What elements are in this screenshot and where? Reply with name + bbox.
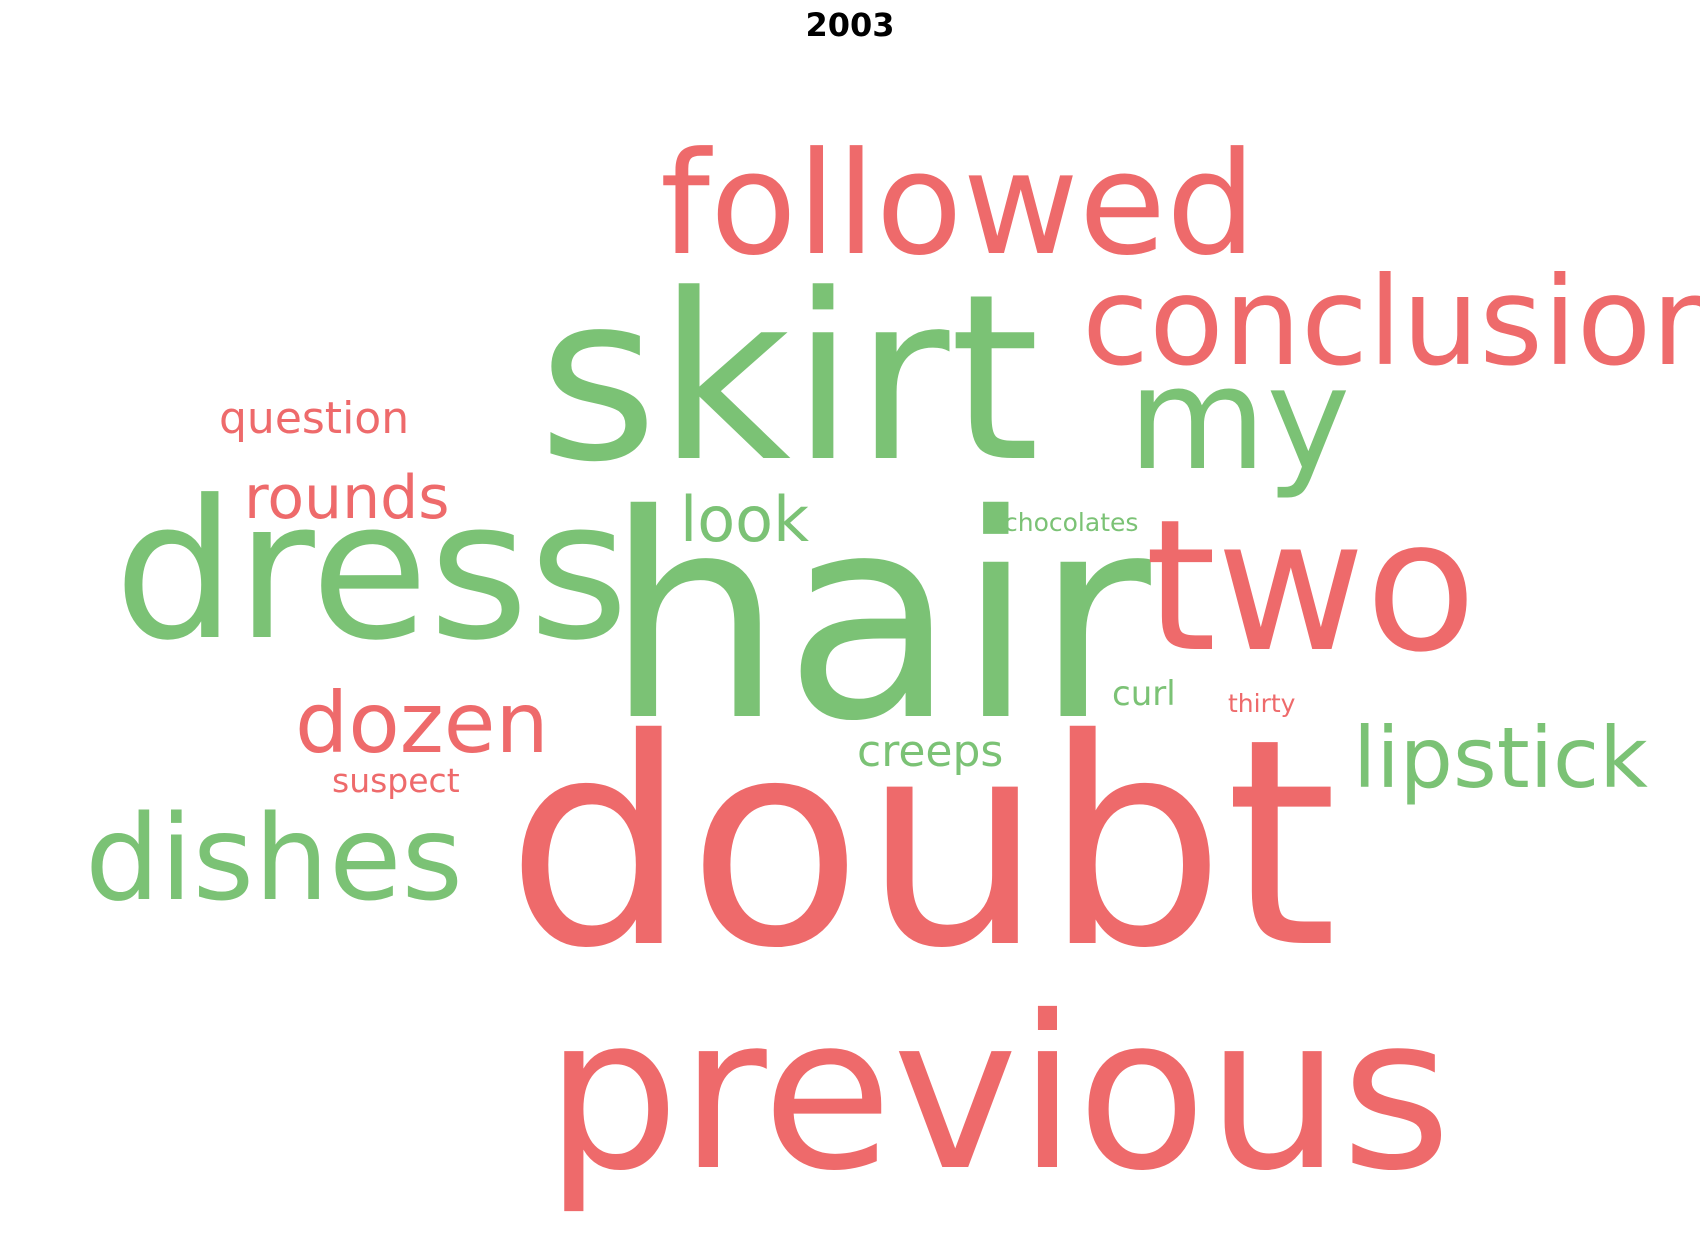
word-suspect: suspect [332, 761, 460, 800]
word-creeps: creeps [857, 726, 1003, 777]
word-hair: hair [605, 454, 1154, 783]
word-question: question [219, 393, 409, 444]
word-dishes: dishes [85, 789, 463, 927]
word-followed: followed [660, 122, 1256, 287]
word-two: two [1145, 480, 1477, 692]
word-chocolates: chocolates [1004, 508, 1138, 537]
word-conclusion: conclusion [1082, 251, 1700, 393]
word-look: look [680, 483, 809, 556]
word-doubt: doubt [506, 679, 1337, 1011]
word-lipstick: lipstick [1353, 709, 1648, 807]
word-previous: previous [545, 970, 1451, 1217]
word-skirt: skirt [538, 246, 1040, 513]
word-rounds: rounds [244, 463, 449, 533]
word-dress: dress [114, 460, 629, 683]
word-curl: curl [1112, 674, 1176, 714]
word-thirty: thirty [1228, 689, 1296, 718]
word-dozen: dozen [295, 674, 549, 772]
word-my: my [1128, 337, 1350, 502]
cloud-title: 2003 [805, 6, 894, 44]
